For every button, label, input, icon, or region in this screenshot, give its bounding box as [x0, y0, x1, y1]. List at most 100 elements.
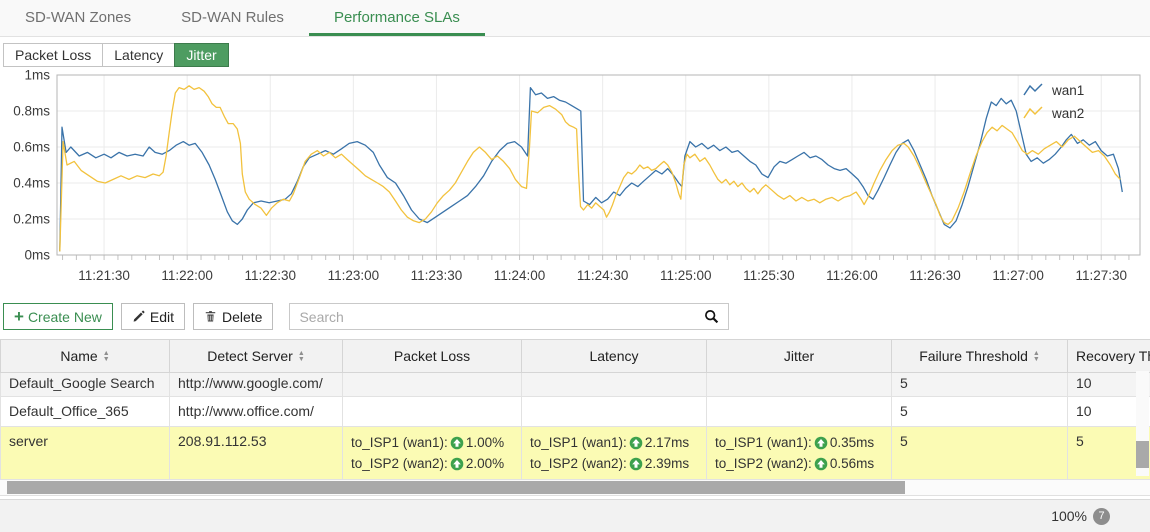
cell-jitter [707, 373, 892, 397]
cell-name: Default_Google Search [1, 373, 170, 397]
svg-text:0.4ms: 0.4ms [13, 176, 50, 191]
sla-metric-line: to_ISP2 (wan2):0.56ms [715, 453, 883, 474]
metric-subtabs: Packet Loss Latency Jitter [3, 43, 229, 67]
search-box [289, 303, 729, 330]
sla-target-label: to_ISP1 (wan1): [351, 434, 448, 452]
col-label: Detect Server [207, 348, 293, 364]
sla-metric-value: 1.00% [466, 434, 504, 452]
sla-target-label: to_ISP1 (wan1): [530, 434, 627, 452]
svg-text:11:21:30: 11:21:30 [78, 268, 130, 283]
up-arrow-icon [814, 457, 828, 471]
up-arrow-icon [450, 457, 464, 471]
cell-detect-server: 208.91.112.53 [170, 427, 343, 480]
sla-metric-value: 2.39ms [645, 455, 689, 473]
sla-metric-value: 0.35ms [830, 434, 874, 452]
table-header-row: Name▲▼ Detect Server▲▼ Packet Loss Laten… [1, 340, 1150, 373]
cell-detect-server: http://www.google.com/ [170, 373, 343, 397]
create-new-button[interactable]: + Create New [3, 303, 113, 330]
col-header-packet-loss[interactable]: Packet Loss [343, 340, 522, 373]
cell-failure-threshold: 5 [892, 427, 1068, 480]
svg-text:11:27:30: 11:27:30 [1075, 268, 1127, 283]
col-label: Failure Threshold [919, 348, 1028, 364]
trash-icon [204, 310, 217, 323]
cell-latency [522, 397, 707, 427]
svg-text:11:23:30: 11:23:30 [411, 268, 463, 283]
cell-jitter [707, 397, 892, 427]
tab-sdwan-rules[interactable]: SD-WAN Rules [156, 0, 309, 36]
sla-target-label: to_ISP1 (wan1): [715, 434, 812, 452]
svg-text:0.6ms: 0.6ms [13, 140, 50, 155]
sla-target-label: to_ISP2 (wan2): [715, 455, 812, 473]
plus-icon: + [14, 308, 24, 325]
svg-text:1ms: 1ms [24, 69, 50, 83]
sla-table: Name▲▼ Detect Server▲▼ Packet Loss Laten… [0, 339, 1150, 480]
cell-name: Default_Office_365 [1, 397, 170, 427]
cell-latency: to_ISP1 (wan1):2.17ms to_ISP2 (wan2): 2.39… [522, 427, 707, 480]
svg-text:11:26:00: 11:26:00 [826, 268, 878, 283]
sla-metric-line: to_ISP2 (wan2): 2.39ms [530, 453, 698, 474]
cell-failure-threshold: 5 [892, 397, 1068, 427]
svg-text:11:24:30: 11:24:30 [577, 268, 629, 283]
horizontal-scrollbar[interactable] [0, 480, 1150, 496]
col-label: Jitter [784, 348, 814, 364]
cell-latency [522, 373, 707, 397]
up-arrow-icon [450, 436, 464, 450]
svg-text:11:23:00: 11:23:00 [328, 268, 380, 283]
pencil-icon [132, 310, 145, 323]
col-header-name[interactable]: Name▲▼ [1, 340, 170, 373]
search-input[interactable] [290, 309, 694, 325]
sla-metric-line: to_ISP1 (wan1): 0.35ms [715, 432, 883, 453]
col-header-recovery-threshold[interactable]: Recovery Threshold▲▼ [1068, 340, 1150, 373]
horizontal-scrollbar-thumb[interactable] [7, 481, 905, 494]
cell-detect-server: http://www.office.com/ [170, 397, 343, 427]
legend-item-wan2[interactable]: wan2 [1024, 106, 1084, 121]
col-label: Packet Loss [394, 348, 470, 364]
svg-text:11:25:30: 11:25:30 [743, 268, 795, 283]
cell-name: server [1, 427, 170, 480]
sla-target-label: to_ISP2 (wan2): [351, 455, 448, 473]
subtab-latency[interactable]: Latency [102, 43, 175, 67]
col-label: Name [60, 348, 97, 364]
x-axis-labels: 11:21:30 11:22:00 11:22:30 11:23:00 11:23:30… [78, 268, 1127, 283]
edit-label: Edit [150, 309, 174, 325]
create-new-label: Create New [28, 309, 102, 325]
svg-text:11:25:00: 11:25:00 [660, 268, 712, 283]
subtab-jitter[interactable]: Jitter [174, 43, 228, 67]
subtab-packet-loss[interactable]: Packet Loss [3, 43, 103, 67]
cell-failure-threshold: 5 [892, 373, 1068, 397]
vertical-scrollbar-thumb[interactable] [1136, 441, 1149, 468]
top-tabbar: SD-WAN Zones SD-WAN Rules Performance SL… [0, 0, 1150, 37]
sla-metric-value: 2.00% [466, 455, 504, 473]
col-header-failure-threshold[interactable]: Failure Threshold▲▼ [892, 340, 1068, 373]
legend-item-wan1[interactable]: wan1 [1024, 83, 1084, 98]
cell-packet-loss [343, 373, 522, 397]
search-button[interactable] [694, 304, 728, 329]
sla-target-label: to_ISP2 (wan2): [530, 455, 627, 473]
x-axis-minor-ticks [63, 256, 1129, 261]
edit-button[interactable]: Edit [121, 303, 185, 330]
tab-performance-slas[interactable]: Performance SLAs [309, 0, 485, 36]
svg-text:0.2ms: 0.2ms [13, 212, 50, 227]
plot-border [57, 75, 1140, 255]
col-header-latency[interactable]: Latency [522, 340, 707, 373]
col-header-jitter[interactable]: Jitter [707, 340, 892, 373]
tab-sdwan-zones[interactable]: SD-WAN Zones [0, 0, 156, 36]
col-header-detect-server[interactable]: Detect Server▲▼ [170, 340, 343, 373]
up-arrow-icon [814, 436, 828, 450]
svg-text:wan2: wan2 [1051, 106, 1084, 121]
svg-text:wan1: wan1 [1051, 83, 1084, 98]
col-label: Latency [589, 348, 638, 364]
sla-metric-line: to_ISP1 (wan1):2.17ms [530, 432, 698, 453]
delete-button[interactable]: Delete [193, 303, 273, 330]
svg-text:11:22:30: 11:22:30 [244, 268, 296, 283]
vertical-scrollbar[interactable] [1136, 371, 1149, 476]
svg-text:11:22:00: 11:22:00 [161, 268, 213, 283]
series-wan1 [60, 88, 1123, 252]
svg-text:0.8ms: 0.8ms [13, 104, 50, 119]
zoom-level[interactable]: 100% [1051, 508, 1087, 524]
